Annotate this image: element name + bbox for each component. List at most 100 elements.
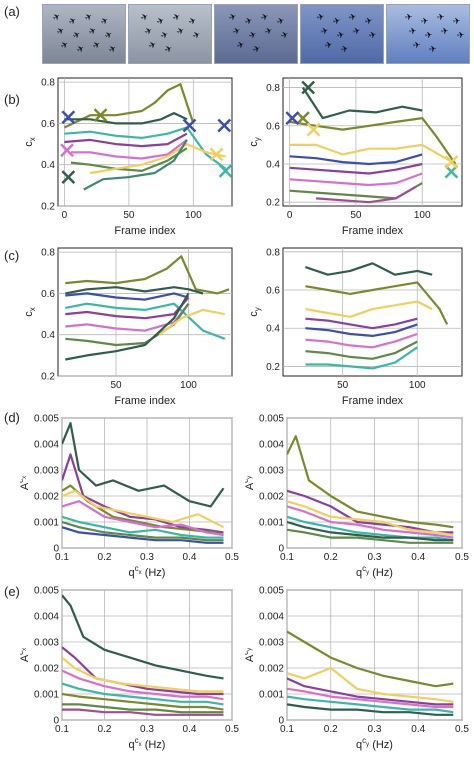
y-tick-label: 0.001	[34, 690, 59, 701]
x-tick-label: 0	[62, 210, 68, 221]
airplane-icon: ✈	[86, 24, 99, 38]
panel-label-a: (a)	[4, 4, 20, 19]
series-line	[287, 515, 454, 542]
airplane-icon: ✈	[424, 29, 434, 41]
airplane-icon: ✈	[452, 15, 462, 27]
y-tick-label: 0.003	[34, 638, 59, 649]
cross-marker	[306, 122, 321, 137]
y-tick-label: 0.003	[259, 638, 284, 649]
x-axis-label: Frame index	[342, 225, 404, 237]
series-line	[62, 703, 224, 714]
series-line	[305, 262, 433, 276]
chart-e-right: 0.1 0.2 0.3 0.4 0.5 0 0.001 0.002 0.003 0.004 0.00…	[241, 582, 470, 754]
cross-marker	[182, 118, 197, 133]
series-line	[289, 116, 457, 165]
airplane-icon: ✈	[275, 15, 286, 28]
series-line	[305, 300, 433, 318]
chart-svg: 0.1 0.2 0.3 0.4 0.5 0 0.001 0.002 0.003 0.004 0.00…	[16, 414, 239, 580]
x-tick-label: 0.4	[183, 724, 197, 735]
airplane-icon: ✈	[420, 15, 430, 27]
y-tick-label: 0	[53, 544, 59, 555]
y-tick-label: 0.6	[266, 286, 280, 297]
chart-svg: 50 100 0.2 0.4 0.6 0.8 Frame index cx	[23, 247, 233, 407]
airplane-icon: ✈	[106, 42, 119, 56]
x-tick-label: 0.4	[183, 552, 197, 563]
x-axis-label: qcy (Hz)	[356, 564, 393, 579]
y-tick-label: 0.2	[41, 372, 55, 383]
series-line	[65, 296, 190, 320]
airplane-icon: ✈	[347, 11, 358, 23]
airplane-icon: ✈	[319, 25, 330, 37]
y-tick-label: 0.002	[259, 492, 284, 503]
series-line	[305, 281, 449, 325]
y-tick-label: 0.002	[34, 664, 59, 675]
airplane-icon: ✈	[440, 25, 450, 37]
series-line	[62, 594, 224, 680]
airplane-icon: ✈	[412, 39, 422, 51]
y-tick-label: 0.004	[34, 612, 59, 623]
photo-strip: ✈ ✈ ✈ ✈ ✈ ✈ ✈ ✈ ✈ ✈ ✈ ✈ ✈ ✈ ✈ ✈ ✈ ✈ ✈ ✈ ✈ ✈ ✈ ✈ ✈ ✈ ✈ ✈ ✈ ✈ ✈ ✈ ✈ ✈ ✈ ✈ ✈ ✈ ✈ ✈…	[42, 4, 470, 64]
x-tick-label: 0.1	[55, 724, 69, 735]
chart-svg: 0.1 0.2 0.3 0.4 0.5 0 0.001 0.002 0.003 0.004 0.00…	[241, 414, 469, 580]
formation-photo: ✈ ✈ ✈ ✈ ✈ ✈ ✈ ✈ ✈ ✈	[300, 4, 384, 64]
x-tick-label: 0.1	[55, 552, 69, 563]
x-tick-label: 0.5	[225, 552, 239, 563]
airplane-icon: ✈	[251, 43, 262, 56]
series-line	[287, 666, 454, 703]
airplane-icon: ✈	[259, 11, 270, 24]
y-tick-label: 0.2	[41, 202, 55, 213]
cross-marker	[444, 155, 459, 169]
chart-svg: 50 100 0.2 0.4 0.6 0.8 Frame index cy	[248, 247, 463, 407]
cross-marker	[61, 170, 76, 184]
airplane-icon: ✈	[235, 39, 246, 52]
airplane-icon: ✈	[436, 11, 446, 23]
cross-marker	[93, 108, 108, 123]
y-axis-label: cx	[23, 137, 37, 147]
x-tick-label: 0.3	[368, 552, 382, 563]
y-axis-label: Acy	[245, 476, 256, 490]
y-tick-label: 0	[278, 544, 284, 555]
y-tick-label: 0.005	[34, 414, 59, 425]
x-axis-label: Frame index	[114, 395, 176, 407]
y-tick-label: 0.005	[34, 586, 59, 597]
y-axis-label: cx	[23, 307, 37, 317]
series-line	[289, 172, 423, 187]
series-line	[289, 162, 423, 175]
airplane-icon: ✈	[139, 10, 151, 24]
airplane-icon: ✈	[171, 10, 183, 24]
series-line	[62, 520, 224, 542]
series-line	[287, 630, 454, 688]
airplane-icon: ✈	[50, 10, 63, 24]
x-tick-label: 100	[185, 210, 202, 221]
airplane-icon: ✈	[351, 25, 362, 37]
series-line	[62, 669, 224, 701]
x-tick-label: 0.2	[324, 724, 338, 735]
y-tick-label: 0.001	[259, 690, 284, 701]
formation-photo: ✈ ✈ ✈ ✈ ✈ ✈ ✈ ✈ ✈ ✈	[386, 4, 470, 64]
y-tick-label: 0.4	[266, 324, 280, 335]
series-line	[65, 255, 230, 295]
x-tick-label: 0.2	[98, 724, 112, 735]
series-line	[287, 528, 454, 544]
airplane-icon: ✈	[98, 14, 111, 28]
y-tick-label: 0.4	[266, 159, 280, 170]
y-tick-label: 0.2	[266, 198, 280, 209]
airplane-icon: ✈	[155, 14, 167, 28]
y-tick-label: 0.002	[259, 664, 284, 675]
x-tick-label: 50	[123, 210, 135, 221]
airplane-icon: ✈	[227, 11, 238, 24]
chart-svg: 0.1 0.2 0.3 0.4 0.5 0 0.001 0.002 0.003 0.004 0.00…	[241, 586, 469, 752]
y-tick-label: 0.004	[34, 440, 59, 451]
series-line	[305, 317, 418, 330]
airplane-icon: ✈	[175, 24, 187, 38]
series-line	[289, 143, 450, 162]
x-tick-label: 0.5	[225, 724, 239, 735]
x-axis-label: qcx (Hz)	[129, 736, 166, 751]
chart-c-left: 50 100 0.2 0.4 0.6 0.8 Frame index cx	[20, 240, 240, 410]
series-line	[65, 292, 189, 301]
x-tick-label: 50	[110, 380, 122, 391]
y-tick-label: 0.8	[266, 247, 280, 258]
y-tick-label: 0.005	[259, 414, 284, 425]
y-tick-label: 0.6	[41, 119, 55, 130]
